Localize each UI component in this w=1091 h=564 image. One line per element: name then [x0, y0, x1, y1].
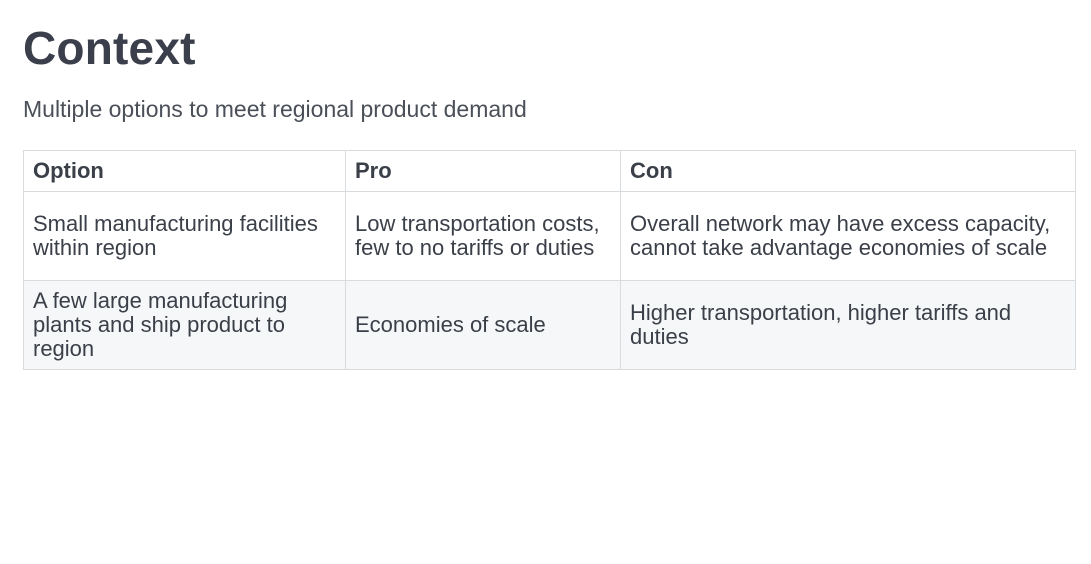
column-header-option: Option: [23, 150, 346, 192]
table-row: Small manufacturing facilities within re…: [23, 191, 1076, 281]
page-title: Context: [23, 22, 196, 74]
con-cell: Higher transportation, higher tariffs an…: [620, 280, 1076, 370]
slide: Context Multiple options to meet regiona…: [23, 0, 1076, 370]
column-header-pro: Pro: [345, 150, 621, 192]
table-header-row: Option Pro Con: [23, 150, 1076, 192]
option-cell: A few large manufacturing plants and shi…: [23, 280, 346, 370]
page-subtitle: Multiple options to meet regional produc…: [23, 96, 527, 122]
options-table: Option Pro Con Small manufacturing facil…: [23, 150, 1076, 370]
option-cell: Small manufacturing facilities within re…: [23, 191, 346, 281]
pro-cell: Economies of scale: [345, 280, 621, 370]
column-header-con: Con: [620, 150, 1076, 192]
table-row: A few large manufacturing plants and shi…: [23, 280, 1076, 370]
con-cell: Overall network may have excess capacity…: [620, 191, 1076, 281]
pro-cell: Low transportation costs, few to no tari…: [345, 191, 621, 281]
